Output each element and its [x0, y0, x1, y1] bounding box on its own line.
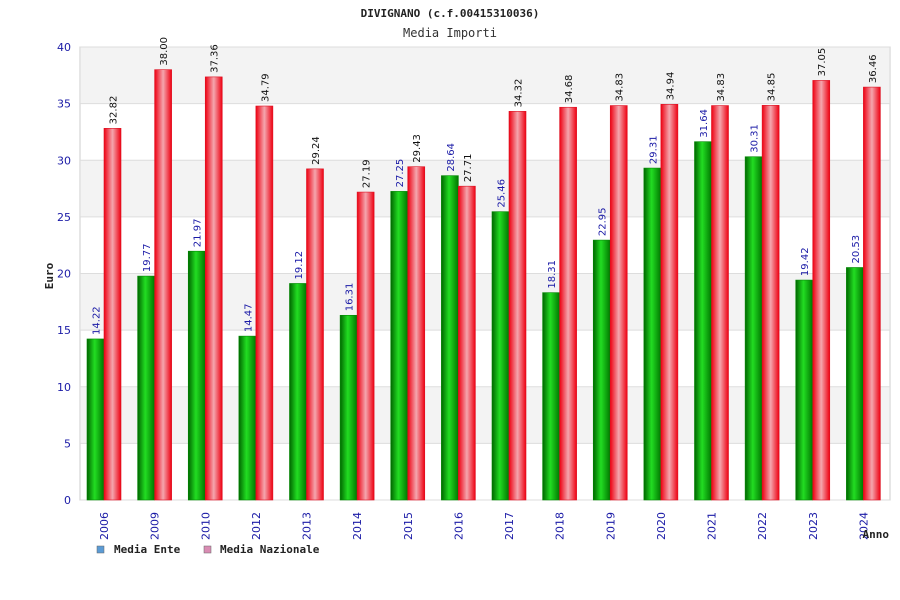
bar-media-nazionale-2006 — [103, 128, 122, 501]
data-label: 34.94 — [665, 72, 676, 101]
x-tick-label: 2013 — [301, 512, 314, 540]
bar-media-nazionale-2010 — [204, 76, 223, 501]
data-label: 37.05 — [817, 48, 828, 77]
y-tick-label: 10 — [57, 381, 71, 394]
y-tick-label: 35 — [57, 98, 71, 111]
x-tick-label: 2006 — [98, 512, 111, 540]
x-axis-label: Anno — [863, 528, 890, 541]
y-tick-label: 30 — [57, 154, 71, 167]
bar-media-nazionale-2018 — [559, 106, 577, 501]
data-label: 20.53 — [851, 235, 862, 264]
legend-label-media-ente: Media Ente — [114, 543, 181, 556]
data-label: 18.31 — [547, 260, 558, 289]
data-label: 14.22 — [92, 306, 103, 335]
bar-media-ente-2009 — [137, 275, 155, 501]
bar-media-nazionale-2014 — [356, 191, 375, 501]
bar-media-ente-2012 — [238, 335, 257, 501]
y-tick-label: 20 — [57, 268, 71, 281]
y-tick-label: 0 — [64, 494, 71, 507]
data-label: 34.79 — [260, 73, 271, 102]
chart-subtitle: Media Importi — [403, 26, 497, 40]
y-tick-label: 40 — [57, 41, 71, 54]
legend-swatch-media-ente — [96, 545, 105, 554]
data-label: 37.36 — [210, 44, 221, 73]
data-label: 19.77 — [142, 243, 153, 272]
data-label: 29.24 — [311, 136, 322, 165]
data-label: 32.82 — [109, 96, 120, 125]
y-tick-label: 25 — [57, 211, 71, 224]
bar-media-nazionale-2015 — [407, 166, 426, 501]
bar-media-ente-2023 — [795, 279, 814, 501]
bar-media-ente-2006 — [86, 338, 105, 501]
data-label: 36.46 — [868, 54, 879, 83]
bar-media-nazionale-2021 — [711, 105, 729, 501]
x-tick-label: 2015 — [402, 512, 415, 540]
x-tick-label: 2016 — [452, 512, 465, 540]
data-label: 22.95 — [598, 207, 609, 236]
data-label: 19.42 — [800, 247, 811, 276]
legend-swatch-media-nazionale — [203, 545, 212, 554]
x-tick-label: 2019 — [604, 512, 617, 540]
bar-media-ente-2010 — [187, 250, 206, 501]
x-tick-label: 2022 — [756, 512, 769, 540]
data-label: 14.47 — [243, 303, 254, 332]
data-label: 28.64 — [446, 143, 457, 172]
y-tick-label: 5 — [64, 437, 71, 450]
bar-media-nazionale-2016 — [458, 185, 476, 501]
bar-media-ente-2019 — [592, 239, 611, 501]
bar-media-nazionale-2024 — [863, 86, 881, 501]
data-label: 29.43 — [412, 134, 423, 163]
bar-media-ente-2020 — [643, 167, 662, 501]
y-axis-label: Euro — [43, 262, 56, 289]
data-label: 16.31 — [345, 283, 356, 312]
data-label: 27.25 — [395, 159, 406, 188]
chart-title: DIVIGNANO (c.f.00415310036) — [361, 7, 540, 20]
x-tick-label: 2024 — [857, 512, 870, 540]
data-label: 34.32 — [514, 79, 525, 108]
data-label: 31.64 — [699, 109, 710, 138]
data-label: 29.31 — [648, 135, 659, 164]
data-label: 27.71 — [463, 154, 474, 183]
data-label: 34.68 — [564, 75, 575, 104]
bar-media-nazionale-2017 — [508, 111, 527, 501]
x-tick-label: 2021 — [706, 512, 719, 540]
bar-media-ente-2014 — [339, 314, 358, 501]
data-label: 34.83 — [716, 73, 727, 102]
bar-media-ente-2013 — [289, 283, 307, 501]
legend-label-media-nazionale: Media Nazionale — [220, 543, 320, 556]
x-tick-label: 2020 — [655, 512, 668, 540]
data-label: 25.46 — [497, 179, 508, 208]
data-label: 21.97 — [193, 219, 204, 248]
data-label: 19.12 — [294, 251, 305, 280]
bar-media-ente-2024 — [846, 267, 864, 501]
data-label: 30.31 — [750, 124, 761, 153]
bar-media-nazionale-2013 — [306, 168, 324, 501]
data-label: 34.83 — [615, 73, 626, 102]
bar-media-nazionale-2022 — [761, 105, 780, 501]
x-tick-label: 2010 — [199, 512, 212, 540]
data-label: 38.00 — [159, 37, 170, 66]
x-tick-label: 2012 — [250, 512, 263, 540]
bar-media-ente-2016 — [441, 175, 459, 501]
bar-media-ente-2017 — [491, 211, 510, 501]
bar-media-ente-2022 — [744, 156, 763, 501]
bar-media-nazionale-2020 — [660, 104, 679, 501]
bar-media-ente-2021 — [694, 141, 712, 501]
bar-media-nazionale-2023 — [812, 80, 831, 501]
data-label: 27.19 — [362, 159, 373, 188]
x-tick-label: 2014 — [351, 512, 364, 540]
x-tick-label: 2009 — [149, 512, 162, 540]
x-tick-label: 2018 — [554, 512, 567, 540]
x-tick-label: 2017 — [503, 512, 516, 540]
bar-media-nazionale-2012 — [255, 105, 274, 501]
y-tick-label: 15 — [57, 324, 71, 337]
legend: Media Ente Media Nazionale — [96, 543, 320, 556]
bar-media-ente-2015 — [390, 191, 409, 501]
bar-media-nazionale-2009 — [154, 69, 172, 501]
data-label: 34.85 — [767, 73, 778, 102]
bar-media-ente-2018 — [542, 292, 560, 501]
bar-media-nazionale-2019 — [609, 105, 628, 501]
x-tick-label: 2023 — [807, 512, 820, 540]
